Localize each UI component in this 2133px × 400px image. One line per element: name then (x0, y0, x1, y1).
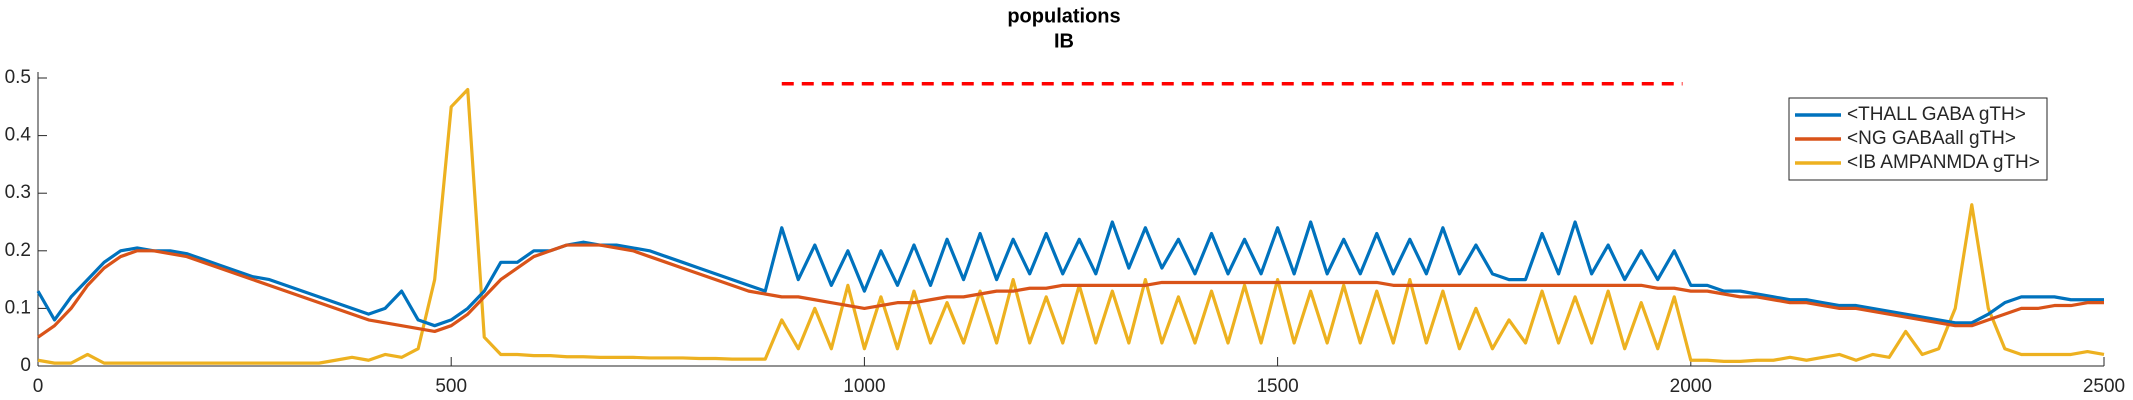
x-tick-label: 2500 (2083, 376, 2125, 397)
x-tick-label: 0 (33, 376, 44, 397)
legend-label: <THALL GABA gTH> (1847, 104, 2026, 125)
legend: <THALL GABA gTH> <NG GABAall gTH> <IB AMPA… (1788, 97, 2048, 181)
legend-label: <NG GABAall gTH> (1847, 128, 2016, 149)
series-line (37, 87, 2105, 365)
chart-title: populations (1007, 5, 1120, 27)
x-tick-label: 500 (435, 376, 467, 397)
x-tick-label: 1500 (1256, 376, 1298, 397)
y-tick-label: 0.1 (5, 297, 31, 318)
y-tick-label: 0.2 (5, 240, 31, 261)
y-tick-label: 0.5 (5, 67, 31, 88)
series-line (36, 220, 2104, 328)
y-tick-label: 0.3 (5, 182, 31, 203)
chart-subtitle: IB (1054, 30, 1074, 52)
x-tick-label: 1000 (843, 376, 885, 397)
legend-label: <IB AMPANMDA gTH> (1847, 152, 2040, 173)
legend-box (1788, 97, 2048, 181)
y-tick-label: 0.4 (5, 125, 32, 146)
series-line (37, 243, 2104, 339)
y-tick-label: 0 (20, 355, 31, 376)
x-tick-label: 2000 (1670, 376, 1712, 397)
